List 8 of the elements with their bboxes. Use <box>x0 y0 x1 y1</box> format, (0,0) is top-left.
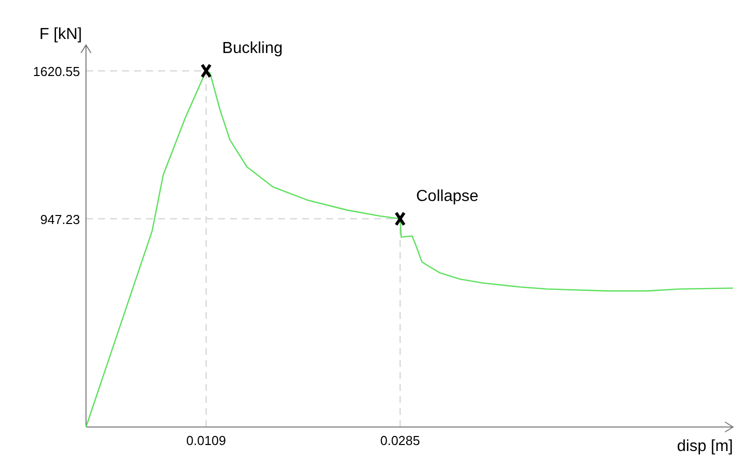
x-tick-label: 0.0285 <box>380 433 420 448</box>
x-axis-title: disp [m] <box>676 438 733 455</box>
annotation: Collapse <box>416 188 478 205</box>
annotation: Buckling <box>222 40 283 57</box>
x-tick-label: 0.0109 <box>186 433 226 448</box>
y-tick-label: 947.23 <box>40 212 80 227</box>
y-axis-title: F [kN] <box>39 26 82 43</box>
y-tick-label: 1620.55 <box>33 64 80 79</box>
